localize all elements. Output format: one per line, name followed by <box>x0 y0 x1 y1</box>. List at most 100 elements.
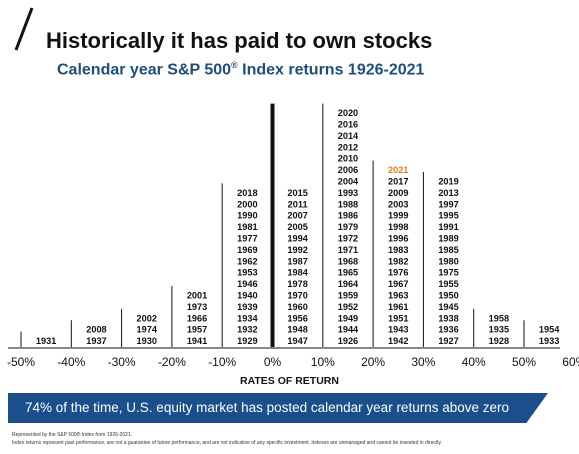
year-label: 1987 <box>287 256 307 266</box>
x-tick-label: 0% <box>264 355 282 369</box>
year-label: 1943 <box>388 325 408 335</box>
year-label: 1993 <box>338 188 358 198</box>
year-label: 1931 <box>36 336 56 346</box>
year-label: 1989 <box>438 234 458 244</box>
year-label: 1971 <box>338 245 358 255</box>
year-label: 1951 <box>388 313 408 323</box>
year-label: 1956 <box>287 313 307 323</box>
year-label: 1945 <box>438 302 458 312</box>
year-label: 1972 <box>338 234 358 244</box>
year-label: 1974 <box>137 325 158 335</box>
year-label: 1996 <box>388 234 408 244</box>
year-label: 2014 <box>338 131 359 141</box>
year-label: 2018 <box>237 188 257 198</box>
year-label: 2020 <box>338 108 358 118</box>
year-label: 1980 <box>438 256 458 266</box>
year-label: 2013 <box>438 188 458 198</box>
highlight-year-label: 2021 <box>388 165 408 175</box>
year-label: 2000 <box>237 199 257 209</box>
year-label: 1976 <box>388 268 408 278</box>
year-label: 1939 <box>237 302 257 312</box>
year-label: 2005 <box>287 222 307 232</box>
footnote-source: Represented by the S&P 500® Index from 1… <box>12 432 133 438</box>
year-label: 1953 <box>237 268 257 278</box>
year-label: 1967 <box>388 279 408 289</box>
year-label: 1949 <box>338 313 358 323</box>
year-label: 1962 <box>237 256 257 266</box>
year-label: 1948 <box>287 325 307 335</box>
x-tick-label: 50% <box>512 355 536 369</box>
year-label: 1935 <box>489 325 509 335</box>
year-label: 1960 <box>287 302 307 312</box>
year-label: 2016 <box>338 120 358 130</box>
year-label: 1946 <box>237 279 257 289</box>
year-label: 1933 <box>539 336 559 346</box>
x-tick-label: -30% <box>108 355 136 369</box>
year-label: 1995 <box>438 211 458 221</box>
year-label: 1968 <box>338 256 358 266</box>
year-label: 1965 <box>338 268 358 278</box>
subtitle-text: Calendar year S&P 500 <box>57 61 232 79</box>
year-label: 2009 <box>388 188 408 198</box>
year-label: 1975 <box>438 268 458 278</box>
year-label: 1992 <box>287 245 307 255</box>
year-label: 1957 <box>187 325 207 335</box>
year-label: 1985 <box>438 245 458 255</box>
year-label: 1947 <box>287 336 307 346</box>
year-label: 2002 <box>137 313 157 323</box>
x-tick-label: -40% <box>57 355 85 369</box>
subtitle-suffix: Index returns 1926-2021 <box>237 61 425 79</box>
x-tick-label: -20% <box>158 355 186 369</box>
year-label: 2004 <box>338 177 359 187</box>
year-label: 1929 <box>237 336 257 346</box>
year-label: 1952 <box>338 302 358 312</box>
registered-mark: ® <box>231 60 238 70</box>
year-label: 1986 <box>338 211 358 221</box>
year-label: 1990 <box>237 211 257 221</box>
year-label: 2019 <box>438 177 458 187</box>
year-label: 1959 <box>338 291 358 301</box>
year-label: 1983 <box>388 245 408 255</box>
year-label: 1936 <box>438 325 458 335</box>
year-label: 1950 <box>438 291 458 301</box>
year-label: 2012 <box>338 142 358 152</box>
year-label: 1942 <box>388 336 408 346</box>
year-label: 1955 <box>438 279 458 289</box>
year-label: 1999 <box>388 211 408 221</box>
year-label: 1927 <box>438 336 458 346</box>
summary-banner <box>8 393 548 423</box>
year-label: 1978 <box>287 279 307 289</box>
summary-banner-text: 74% of the time, U.S. equity market has … <box>25 400 510 415</box>
chart-subtitle: Calendar year S&P 500® Index returns 192… <box>57 60 424 79</box>
year-label: 1994 <box>287 234 308 244</box>
year-label: 2001 <box>187 291 207 301</box>
year-label: 1964 <box>338 279 359 289</box>
year-label: 1928 <box>489 336 509 346</box>
year-label: 1969 <box>237 245 257 255</box>
year-label: 1930 <box>137 336 157 346</box>
x-tick-label: 30% <box>411 355 435 369</box>
year-label: 1934 <box>237 313 258 323</box>
year-label: 2010 <box>338 154 358 164</box>
year-label: 1937 <box>86 336 106 346</box>
year-label: 2008 <box>86 325 106 335</box>
year-label: 1998 <box>388 222 408 232</box>
x-tick-label: 40% <box>462 355 486 369</box>
x-tick-label: -10% <box>208 355 236 369</box>
page-title: Historically it has paid to own stocks <box>46 28 433 53</box>
year-label: 1954 <box>539 325 560 335</box>
year-label: 1984 <box>287 268 308 278</box>
year-label: 2011 <box>288 199 308 209</box>
year-label: 2007 <box>287 211 307 221</box>
year-label: 1982 <box>388 256 408 266</box>
year-label: 1932 <box>237 325 257 335</box>
x-tick-label: 60% <box>562 355 579 369</box>
year-label: 1958 <box>489 313 509 323</box>
year-label: 1938 <box>438 313 458 323</box>
year-label: 1979 <box>338 222 358 232</box>
year-label: 1997 <box>438 199 458 209</box>
year-label: 2006 <box>338 165 358 175</box>
year-label: 1944 <box>338 325 359 335</box>
year-label: 1961 <box>388 302 408 312</box>
